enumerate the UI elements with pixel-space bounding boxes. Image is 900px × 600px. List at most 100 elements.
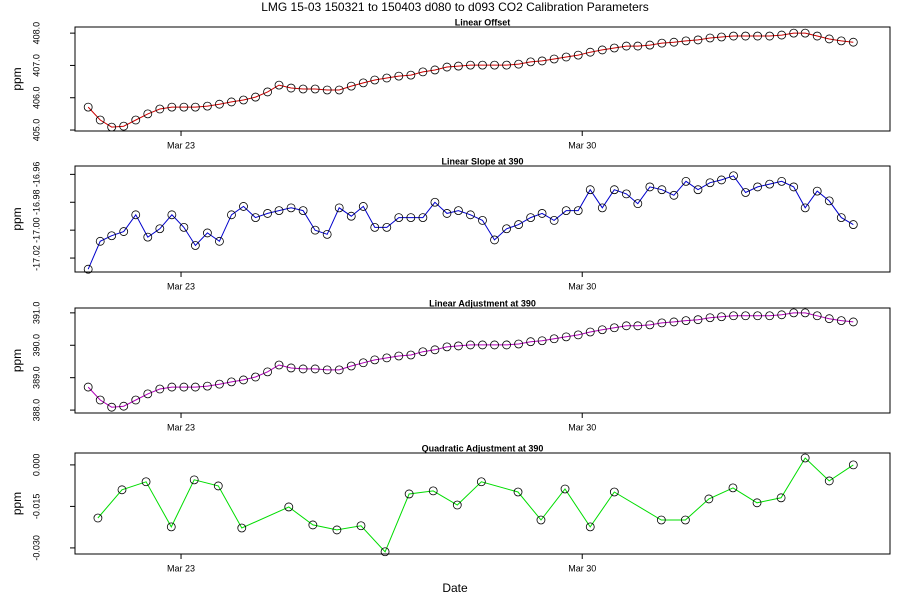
data-point (131, 115, 141, 125)
data-point (705, 313, 715, 323)
data-point (573, 50, 583, 60)
data-point (356, 521, 366, 531)
data-point (190, 382, 200, 392)
data-point (717, 312, 726, 322)
y-tick-label: -0.015 (31, 494, 41, 520)
data-point (179, 222, 189, 232)
data-point (418, 347, 428, 357)
data-point (478, 215, 487, 225)
data-point (358, 202, 368, 211)
data-point (585, 522, 595, 532)
data-point (765, 31, 775, 41)
y-tick-label: -17.00 (31, 217, 41, 243)
y-tick-label: 388.0 (31, 399, 41, 422)
data-point (141, 477, 151, 487)
data-point (251, 372, 260, 382)
data-point (585, 327, 595, 337)
data-point (155, 104, 165, 114)
panel-title: Quadratic Adjustment at 390 (422, 443, 544, 453)
y-tick-label: 389.0 (31, 366, 41, 389)
data-point (704, 494, 714, 504)
data-point (442, 209, 452, 218)
data-point (107, 231, 117, 241)
data-point (573, 330, 583, 340)
data-point (284, 502, 294, 512)
data-point (263, 209, 272, 218)
data-point (215, 379, 224, 389)
data-point (657, 318, 667, 328)
data-point (358, 78, 368, 88)
data-point (476, 477, 486, 487)
data-point (514, 339, 524, 349)
data-point (466, 340, 475, 350)
data-point (526, 337, 536, 347)
data-point (633, 41, 643, 51)
data-point (418, 67, 428, 77)
data-point (645, 40, 655, 50)
data-point (549, 215, 559, 225)
data-point (334, 203, 344, 213)
data-point (490, 340, 499, 350)
y-tick-label: -17.02 (31, 245, 41, 271)
data-point (454, 206, 463, 216)
data-point (428, 486, 438, 496)
data-point (490, 235, 499, 245)
data-point (430, 345, 440, 355)
data-point (789, 308, 799, 318)
y-tick-label: 405.0 (31, 119, 41, 142)
data-point (143, 232, 153, 242)
data-point (454, 61, 463, 71)
data-point (656, 515, 666, 525)
data-point (332, 525, 342, 535)
data-point (189, 475, 199, 485)
data-point (478, 60, 487, 70)
data-point (263, 367, 272, 377)
data-point (215, 236, 224, 246)
data-point (95, 395, 105, 405)
data-point (621, 41, 631, 51)
data-point (609, 487, 619, 497)
data-point (251, 92, 260, 102)
y-tick-label: 390.0 (31, 334, 41, 357)
data-point (741, 311, 750, 321)
data-point (227, 210, 236, 220)
data-point (119, 227, 129, 236)
data-point (729, 311, 738, 321)
data-point (502, 340, 511, 350)
data-point (560, 484, 570, 494)
data-point (334, 85, 344, 95)
data-point (167, 382, 177, 392)
data-point (131, 210, 141, 220)
data-point (213, 481, 223, 491)
data-point (286, 203, 296, 213)
data-point (346, 361, 356, 371)
data-point (454, 341, 463, 351)
data-point (119, 401, 129, 411)
data-point (537, 336, 547, 346)
data-point (215, 99, 224, 109)
data-point (119, 121, 129, 131)
data-point (777, 176, 787, 186)
data-point (812, 31, 822, 41)
data-point (549, 54, 559, 64)
data-point (848, 317, 858, 327)
data-point (155, 384, 165, 394)
data-point (645, 320, 655, 330)
data-point (657, 185, 667, 195)
data-point (681, 176, 691, 186)
data-point (155, 224, 165, 234)
data-point (490, 60, 499, 70)
data-point (657, 38, 667, 48)
data-point (502, 60, 511, 70)
data-point (117, 485, 127, 495)
data-point (334, 365, 344, 375)
data-point (394, 351, 404, 361)
data-point (621, 321, 631, 331)
data-point (645, 182, 655, 192)
data-point (812, 311, 822, 321)
data-point (705, 178, 715, 188)
data-point (693, 315, 703, 325)
data-point (609, 323, 619, 333)
data-point (478, 340, 487, 350)
